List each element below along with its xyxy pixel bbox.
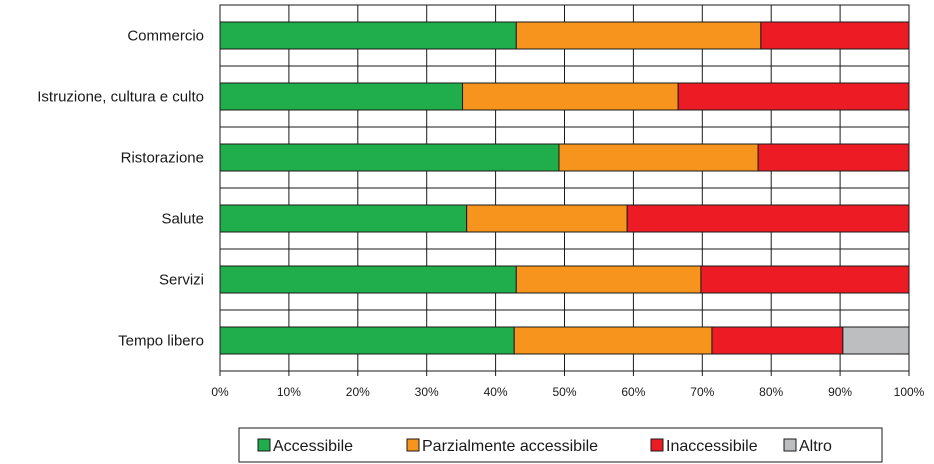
x-tick-label: 30% xyxy=(415,385,439,399)
category-label: Salute xyxy=(161,211,204,228)
x-tick-label: 60% xyxy=(621,385,645,399)
x-tick-label: 40% xyxy=(484,385,508,399)
legend-swatch xyxy=(783,438,797,452)
legend: Accessibile Parzialmente accessibile Inacc… xyxy=(238,427,883,463)
bar-segment-parzialmente-accessibile xyxy=(466,204,628,233)
x-axis-ticks: 0% 10% 20% 30% 40% 50% 60% 70% 80% 90% 100% xyxy=(211,385,924,399)
x-tick-label: 90% xyxy=(828,385,852,399)
x-tick-label: 80% xyxy=(759,385,783,399)
x-tick-label: 20% xyxy=(346,385,370,399)
legend-swatch xyxy=(650,438,664,452)
bar-segment-accessibile xyxy=(219,204,468,233)
bar-segment-inaccessibile xyxy=(677,82,910,111)
legend-swatch xyxy=(406,438,420,452)
category-labels: Commercio Istruzione, cultura e culto Rist… xyxy=(37,28,204,350)
legend-box xyxy=(238,427,883,463)
bar-segment-accessibile xyxy=(219,326,515,355)
bar-segment-accessibile xyxy=(219,143,560,172)
bar-segment-inaccessibile xyxy=(626,204,910,233)
x-tick-label: 10% xyxy=(277,385,301,399)
bar-segment-accessibile xyxy=(219,21,517,50)
bar-segment-parzialmente-accessibile xyxy=(513,326,713,355)
legend-label: Altro xyxy=(799,438,832,455)
bar-segment-parzialmente-accessibile xyxy=(462,82,679,111)
category-label: Istruzione, cultura e culto xyxy=(37,89,204,106)
legend-label: Parzialmente accessibile xyxy=(422,438,598,455)
bar-segment-parzialmente-accessibile xyxy=(515,265,702,294)
category-label: Tempo libero xyxy=(118,333,204,350)
x-tick-label: 0% xyxy=(211,385,229,399)
legend-swatch xyxy=(257,438,271,452)
x-tick-label: 100% xyxy=(894,385,925,399)
bars xyxy=(219,21,910,355)
bar-segment-altro xyxy=(842,326,910,355)
bar-segment-inaccessibile xyxy=(760,21,910,50)
legend-label: Inaccessibile xyxy=(666,438,758,455)
x-tick-label: 50% xyxy=(552,385,576,399)
category-label: Commercio xyxy=(127,28,204,45)
bar-segment-accessibile xyxy=(219,265,517,294)
bar-segment-accessibile xyxy=(219,82,464,111)
bar-segment-inaccessibile xyxy=(700,265,910,294)
bar-segment-parzialmente-accessibile xyxy=(558,143,759,172)
x-tick-label: 70% xyxy=(690,385,714,399)
bar-segment-parzialmente-accessibile xyxy=(515,21,762,50)
gridlines xyxy=(219,5,910,376)
bar-segment-inaccessibile xyxy=(711,326,844,355)
category-label: Servizi xyxy=(159,272,204,289)
category-label: Ristorazione xyxy=(121,150,204,167)
legend-label: Accessibile xyxy=(273,438,353,455)
bar-segment-inaccessibile xyxy=(757,143,910,172)
